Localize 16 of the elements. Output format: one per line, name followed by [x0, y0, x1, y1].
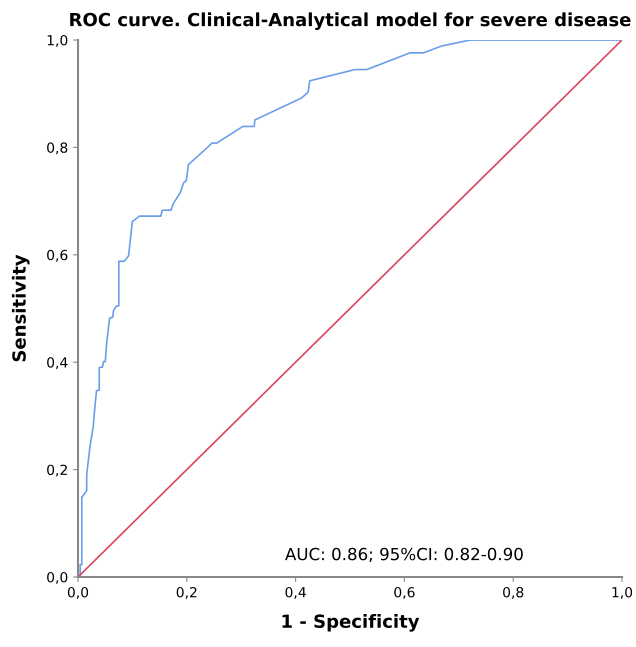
x-tick-label: 0,2	[176, 586, 196, 599]
x-tick-label: 0,4	[285, 586, 306, 599]
y-tick-label: 0,8	[47, 142, 68, 154]
y-tick-label: 0,6	[47, 250, 68, 262]
x-axis-title: 1 - Specificity	[282, 614, 420, 632]
y-tick-label: 1,0	[48, 34, 68, 47]
y-axis-title: Sensitivity	[12, 254, 30, 362]
x-tick-label: 0,8	[503, 586, 524, 599]
chart-title: ROC curve. Clinical-Analytical model for severe disease	[70, 12, 631, 30]
y-tick-label: 0,2	[47, 464, 67, 476]
x-tick-label: 0,0	[68, 586, 88, 599]
x-tick-label: 0,6	[394, 586, 415, 599]
annotation: AUC: 0.86; 95%CI: 0.82-0.90	[285, 548, 523, 562]
y-tick-label: 0,4	[47, 357, 68, 370]
x-tick-label: 1,0	[612, 586, 632, 599]
y-tick-label: 0,0	[47, 572, 68, 584]
